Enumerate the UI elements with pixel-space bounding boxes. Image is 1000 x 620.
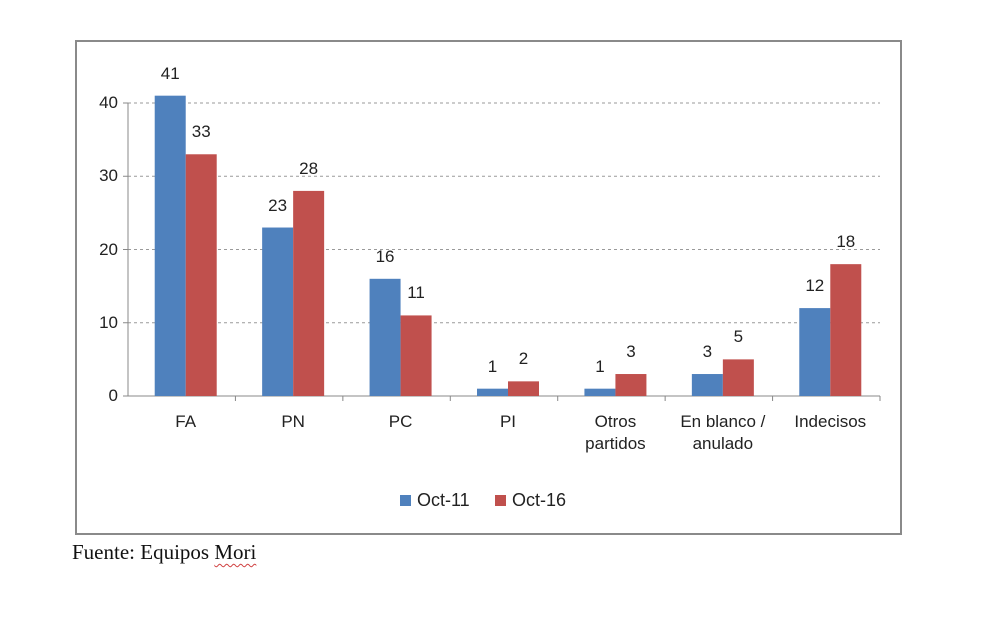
- bar-oct-16: [722, 359, 754, 396]
- source-name: Mori: [214, 540, 257, 564]
- data-label: 1: [487, 356, 498, 376]
- legend-swatch: [400, 495, 411, 506]
- bar-oct-11: [799, 308, 831, 396]
- bar-oct-16: [185, 154, 217, 396]
- bar-oct-11: [262, 227, 294, 396]
- y-tick-label: 0: [108, 386, 118, 405]
- data-label: 28: [299, 158, 319, 178]
- legend-label: Oct-16: [512, 490, 567, 510]
- x-tick-label: Otros partidos: [585, 412, 646, 453]
- bar-oct-16: [615, 374, 647, 396]
- y-tick-label: 10: [99, 312, 118, 332]
- data-label: 23: [268, 195, 288, 215]
- legend-label: Oct-11: [417, 490, 470, 510]
- bar-oct-16: [508, 381, 539, 396]
- chart-frame: [75, 40, 902, 535]
- x-tick-label: PN: [281, 412, 305, 431]
- legend-swatch: [495, 495, 506, 506]
- x-tick-label: PC: [388, 412, 413, 431]
- bar-oct-16: [400, 315, 432, 396]
- y-tick-label: 20: [99, 239, 118, 259]
- data-label: 3: [626, 342, 636, 362]
- data-label: 33: [191, 122, 211, 142]
- data-label: 41: [160, 63, 180, 83]
- x-tick-label: Indecisos: [794, 412, 867, 431]
- data-label: 3: [702, 342, 713, 362]
- data-label: 16: [375, 246, 395, 266]
- legend-item: Oct-16: [495, 490, 566, 511]
- legend-item: Oct-11: [400, 490, 470, 511]
- bar-oct-11: [691, 374, 723, 396]
- bar-oct-11: [584, 388, 616, 396]
- bar-oct-16: [293, 190, 325, 396]
- y-tick-label: 40: [99, 93, 118, 112]
- x-tick-label: FA: [175, 412, 197, 431]
- x-tick-label: PI: [499, 412, 517, 431]
- bar-oct-11: [369, 278, 401, 396]
- bar-oct-11: [477, 388, 508, 396]
- x-tick-label: En blanco / anulado: [680, 412, 766, 453]
- data-label: 2: [518, 349, 529, 369]
- source-prefix: Fuente: Equipos: [72, 540, 215, 564]
- data-label: 18: [836, 232, 856, 252]
- data-label: 1: [595, 356, 605, 376]
- data-label: 5: [733, 327, 744, 347]
- data-label: 11: [407, 283, 425, 303]
- source-note: Fuente: Equipos Mori: [72, 540, 256, 565]
- y-tick-label: 30: [99, 166, 118, 186]
- bar-oct-16: [830, 264, 862, 396]
- data-label: 12: [805, 276, 825, 296]
- bar-oct-11: [154, 95, 186, 397]
